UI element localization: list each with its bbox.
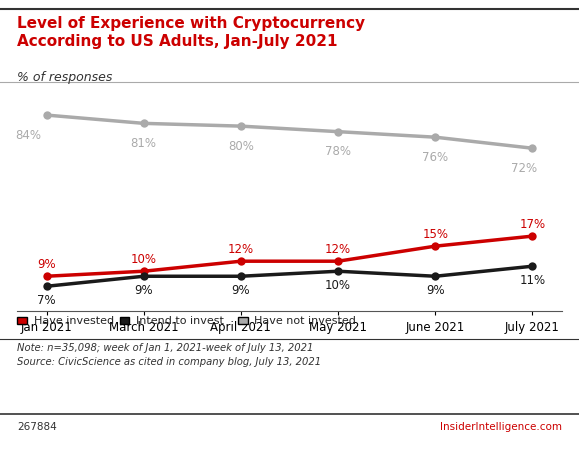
Text: 9%: 9% <box>426 283 445 296</box>
Text: InsiderIntelligence.com: InsiderIntelligence.com <box>439 421 562 431</box>
Text: Have not invested: Have not invested <box>254 315 356 325</box>
Text: 84%: 84% <box>16 128 42 141</box>
Text: 76%: 76% <box>422 150 448 163</box>
Text: 9%: 9% <box>232 283 250 296</box>
Text: 17%: 17% <box>519 217 545 230</box>
Text: 81%: 81% <box>131 136 157 150</box>
Text: 78%: 78% <box>325 145 351 158</box>
Text: 10%: 10% <box>325 278 351 291</box>
Text: Have invested: Have invested <box>34 315 113 325</box>
Text: 9%: 9% <box>134 283 153 296</box>
Text: 10%: 10% <box>131 252 157 265</box>
Text: Note: n=35,098; week of Jan 1, 2021-week of July 13, 2021
Source: CivicScience a: Note: n=35,098; week of Jan 1, 2021-week… <box>17 343 321 366</box>
Text: Intend to invest: Intend to invest <box>135 315 223 325</box>
Text: 7%: 7% <box>37 293 56 306</box>
Text: 72%: 72% <box>511 162 537 174</box>
Text: % of responses: % of responses <box>17 71 113 84</box>
Text: 80%: 80% <box>228 139 254 152</box>
Text: 12%: 12% <box>228 242 254 255</box>
Text: 15%: 15% <box>422 227 448 240</box>
Text: 267884: 267884 <box>17 421 57 431</box>
Text: 9%: 9% <box>37 257 56 270</box>
Text: 11%: 11% <box>519 273 545 286</box>
Text: 12%: 12% <box>325 242 351 255</box>
Text: Level of Experience with Cryptocurrency
According to US Adults, Jan-July 2021: Level of Experience with Cryptocurrency … <box>17 16 365 49</box>
